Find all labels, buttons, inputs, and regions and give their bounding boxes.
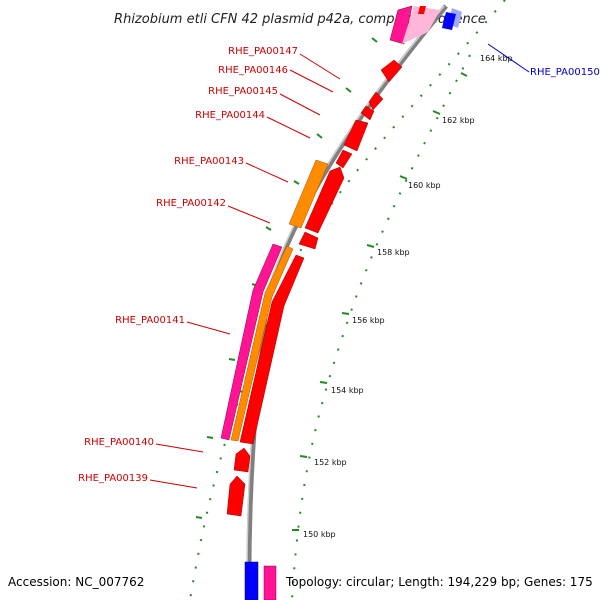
gene-rhe-pa00143-red (304, 166, 345, 234)
inner-tick-ring (291, 54, 471, 600)
leader-line (299, 53, 341, 80)
gene-bottom-blue (244, 561, 259, 600)
gene-bottom-pink (263, 565, 277, 600)
gene-label: RHE_PA00146 (218, 65, 288, 76)
topology-text: Topology: circular; Length: 194,229 bp; … (285, 575, 593, 589)
tick-labels: 164 kbp 162 kbp 160 kbp 158 kbp 156 kbp … (303, 54, 513, 539)
gene-rhe-pa00141-red (239, 254, 305, 445)
tick-label: 156 kbp (352, 316, 385, 325)
gene-top-lightpink (402, 6, 440, 44)
inner-major-ticks (292, 72, 468, 531)
gene-label: RHE_PA00141 (115, 315, 185, 326)
gene-label: RHE_PA00139 (78, 473, 148, 484)
gene-top-blue (442, 12, 456, 30)
tick-label: 160 kbp (408, 181, 441, 190)
gene-label: RHE_PA00144 (195, 110, 265, 121)
leader-line (186, 321, 231, 335)
leader-line (245, 162, 289, 183)
gene-label-group: RHE_PA00147 RHE_PA00146 RHE_PA00145 RHE_… (78, 43, 600, 489)
gene-rhe-pa00144 (343, 119, 369, 152)
tick-label: 158 kbp (377, 248, 410, 257)
leader-line (227, 205, 271, 224)
gene-rhe-pa00141-pink (220, 243, 283, 441)
gene-rhe-pa00139 (226, 475, 246, 517)
leader-line (279, 93, 321, 116)
leader-line (289, 69, 334, 93)
tick-label: 152 kbp (314, 458, 347, 467)
accession-text: Accession: NC_007762 (8, 575, 144, 589)
leader-line (155, 443, 204, 453)
leader-line (266, 116, 311, 139)
tick-label: 150 kbp (303, 530, 336, 539)
gene-top-pink (389, 5, 413, 45)
gene-rhe-pa00147 (380, 59, 403, 83)
leader-line (149, 479, 198, 489)
gene-label: RHE_PA00150 (530, 67, 600, 78)
gene-rhe-pa00146 (368, 91, 384, 111)
tick-label: 162 kbp (442, 116, 475, 125)
tick-label: 154 kbp (331, 386, 364, 395)
gene-label: RHE_PA00145 (208, 86, 278, 97)
gene-label: RHE_PA00140 (84, 437, 154, 448)
gene-top-red-a (418, 6, 426, 14)
gene-label: RHE_PA00143 (174, 156, 244, 167)
gene-label: RHE_PA00147 (228, 46, 298, 57)
gene-rhe-pa00141-orange (230, 245, 294, 442)
gene-rhe-pa00144b (335, 149, 353, 169)
gene-features (220, 5, 462, 600)
gene-rhe-pa00143 (288, 159, 329, 229)
gene-label: RHE_PA00142 (156, 198, 226, 209)
gene-rhe-pa00142 (298, 231, 319, 250)
tick-label: 164 kbp (480, 54, 513, 63)
gene-rhe-pa00140 (233, 447, 251, 473)
leader-line (487, 43, 530, 73)
map-title: Rhizobium etli CFN 42 plasmid p42a, comp… (114, 12, 486, 27)
gene-rhe-pa00145 (360, 105, 375, 121)
